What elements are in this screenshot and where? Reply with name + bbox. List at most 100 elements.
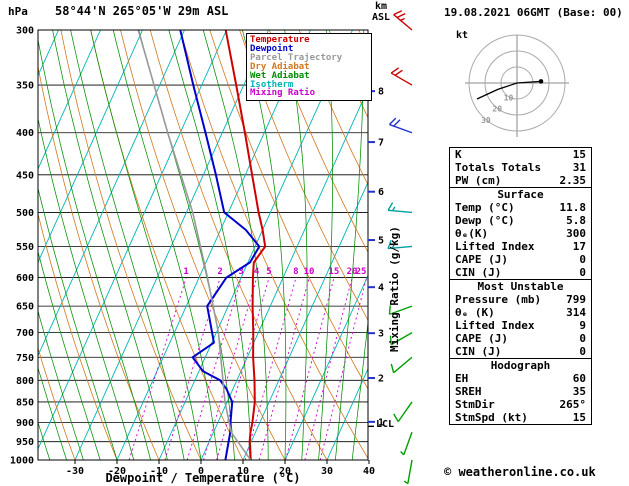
stat-value: 0 <box>579 345 586 358</box>
stat-value: 11.8 <box>559 201 587 214</box>
wind-barb <box>403 459 413 485</box>
stat-value: 31 <box>572 161 586 174</box>
stat-row: SREH 35 <box>450 385 591 398</box>
stat-row: θₑ(K) 300 <box>450 227 591 240</box>
stat-value: 2.35 <box>559 174 587 187</box>
stat-label: StmDir <box>455 398 495 411</box>
wet-adiabat-line <box>38 309 84 460</box>
hodograph-ring <box>468 34 566 132</box>
station-title: 58°44'N 265°05'W 29m ASL <box>55 4 229 18</box>
mixing-ratio-value-label: 1 <box>183 267 188 277</box>
isotherm-line <box>0 30 17 460</box>
altitude-axis-unit-asl: ASL <box>372 12 391 23</box>
legend-item-wet-adiabat: Wet Adiabat <box>250 70 310 81</box>
mixing-ratio-line <box>128 278 187 460</box>
km-tick-label: 1 <box>378 417 384 428</box>
dry-adiabat-line <box>209 30 368 390</box>
wet-adiabat-line <box>242 30 287 460</box>
km-tick-label: 3 <box>378 329 384 340</box>
curve-parcel <box>137 30 252 460</box>
stat-group-title: Hodograph <box>490 359 551 372</box>
hodograph-ring <box>500 66 534 100</box>
isotherm-line <box>74 30 269 460</box>
stat-value: 17 <box>572 240 586 253</box>
mixing-ratio-line <box>186 278 242 460</box>
temperature-tick-label: 0 <box>198 466 204 477</box>
stat-group-indices: K 15 Totals Totals 31 PW (cm) 2.35 <box>449 147 592 188</box>
legend-item-temperature: Temperature <box>250 35 310 45</box>
stat-label: EH <box>455 372 469 385</box>
stat-value: 314 <box>566 306 586 319</box>
sounding-curves <box>137 30 267 460</box>
mixing-ratio-value-label: 15 <box>328 267 339 277</box>
hodograph-trace <box>476 80 542 100</box>
pressure-tick-label: 300 <box>16 26 34 37</box>
wind-barb <box>387 202 413 214</box>
legend-item-dewpoint: Dewpoint <box>250 43 294 54</box>
legend-item-isotherm: Isotherm <box>250 79 294 90</box>
stat-label: Dewp (°C) <box>455 214 515 227</box>
mixing-ratio-line <box>319 278 367 460</box>
pressure-tick-label: 350 <box>16 81 34 92</box>
stat-row: CIN (J) 0 <box>450 345 591 358</box>
km-tick-label: 5 <box>378 236 384 247</box>
pressure-tick-label: 600 <box>16 273 34 284</box>
stat-row: Dewp (°C) 5.8 <box>450 214 591 227</box>
stat-value: 0 <box>579 253 586 266</box>
stat-value: 0 <box>579 266 586 279</box>
mixing-ratio-line <box>285 278 335 460</box>
hodograph-unit-label: kt <box>456 30 469 41</box>
stat-row: StmSpd (kt) 15 <box>450 411 591 424</box>
stat-label: CAPE (J) <box>455 332 508 345</box>
pressure-tick-label: 550 <box>16 242 34 253</box>
pressure-tick-label: 700 <box>16 328 34 339</box>
stat-value: 0 <box>579 332 586 345</box>
wet-adiabat-line <box>38 366 67 460</box>
stat-label: Lifted Index <box>455 240 535 253</box>
wind-barbs <box>387 10 413 485</box>
wet-adiabat-line <box>112 30 219 460</box>
curve-temperature <box>224 30 267 460</box>
legend-item-parcel-trajectory: Parcel Trajectory <box>250 52 343 63</box>
stat-value: 15 <box>572 148 586 161</box>
stat-row: CAPE (J) 0 <box>450 332 591 345</box>
stat-label: CIN (J) <box>455 266 502 279</box>
stat-label: StmSpd (kt) <box>455 411 528 424</box>
wet-adiabat-line <box>38 250 101 460</box>
mixing-ratio-line <box>258 278 310 460</box>
stat-value: 799 <box>566 293 586 306</box>
wet-adiabat-line <box>38 186 118 460</box>
pressure-tick-label: 950 <box>16 437 34 448</box>
pressure-tick-label: 750 <box>16 353 34 364</box>
wet-adiabat-line <box>38 37 151 460</box>
hodograph-ring <box>484 50 550 116</box>
km-tick-label: 8 <box>378 87 384 98</box>
copyright-footer: © weatheronline.co.uk <box>444 465 596 479</box>
wet-adiabat-line <box>168 30 252 460</box>
wet-adiabat-line <box>335 30 365 460</box>
stats-table: K 15 Totals Totals 31 PW (cm) 2.35 Surface Temp… <box>449 147 592 425</box>
stat-value: 35 <box>572 385 586 398</box>
stat-label: Pressure (mb) <box>455 293 542 306</box>
km-tick-label: 7 <box>378 138 384 149</box>
stat-label: Totals Totals <box>455 161 542 174</box>
wet-adiabat-line <box>38 116 135 460</box>
legend-box: Temperature Dewpoint Parcel Trajectory Dry … <box>246 33 372 102</box>
wind-barb <box>389 332 413 346</box>
wet-adiabat-line <box>351 318 368 460</box>
stat-group-title: Most Unstable <box>477 280 564 293</box>
storm-motion-dot <box>538 79 544 84</box>
mixing-ratio-line <box>164 278 221 460</box>
mixing-ratio-value-label: 5 <box>266 267 271 277</box>
stat-row: Lifted Index 17 <box>450 240 591 253</box>
pressure-tick-label: 450 <box>16 170 34 181</box>
wind-barb <box>387 239 413 250</box>
wind-barb <box>390 356 413 374</box>
datetime-title: 19.08.2021 06GMT (Base: 00) <box>444 6 623 19</box>
dry-adiabat-line <box>179 30 368 460</box>
mixing-ratio-value-label: 3 <box>238 267 243 277</box>
stat-row: Temp (°C) 11.8 <box>450 201 591 214</box>
stat-row: K 15 <box>450 148 591 161</box>
